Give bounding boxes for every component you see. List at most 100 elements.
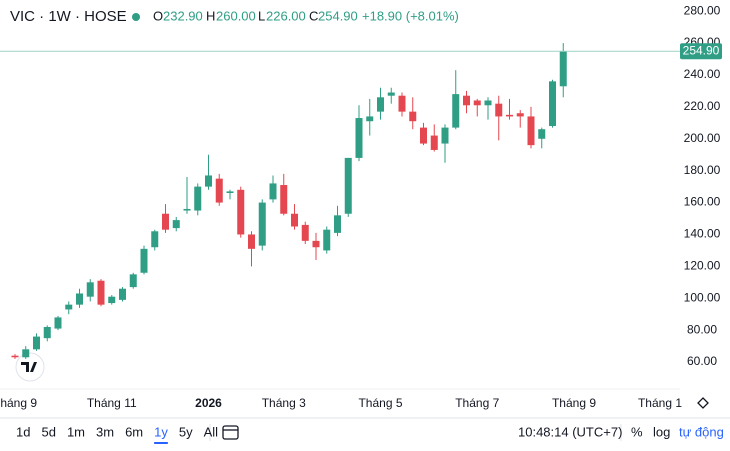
- candle-body: [280, 185, 288, 214]
- close-value: 254.90: [318, 8, 358, 23]
- range-button[interactable]: All: [204, 424, 219, 439]
- high-value: 260.00: [216, 8, 256, 23]
- y-tick-label: 140.00: [684, 227, 721, 241]
- candle-body: [420, 127, 427, 144]
- range-button[interactable]: 5y: [179, 424, 193, 439]
- candle-body: [473, 100, 481, 106]
- candle-body: [355, 118, 363, 158]
- range-button[interactable]: 3m: [96, 424, 114, 439]
- open-label: O: [153, 8, 163, 23]
- candle-body: [258, 202, 266, 246]
- candle-body: [409, 111, 417, 122]
- candle-body: [538, 129, 546, 139]
- candle-body: [301, 224, 309, 241]
- candle-body: [65, 304, 73, 310]
- range-button[interactable]: 6m: [125, 424, 143, 439]
- y-tick-label: 240.00: [684, 67, 721, 81]
- range-button[interactable]: 1y: [154, 424, 168, 439]
- candle-body: [312, 240, 320, 248]
- percent-toggle[interactable]: %: [631, 424, 643, 439]
- range-button[interactable]: 5d: [41, 424, 55, 439]
- y-tick-label: 100.00: [684, 290, 721, 304]
- candle-body: [205, 175, 212, 187]
- candle-body: [140, 248, 148, 273]
- candle-body: [33, 336, 40, 350]
- change: +18.90 (+8.01%): [362, 8, 459, 23]
- low-label: L: [258, 8, 265, 23]
- settings-icon[interactable]: [697, 397, 709, 409]
- y-tick-label: 200.00: [684, 131, 721, 145]
- auto-toggle[interactable]: tự động: [679, 424, 724, 439]
- logo: [15, 352, 45, 382]
- candle-body: [441, 127, 449, 144]
- candle-body: [215, 178, 223, 203]
- candle-body: [97, 280, 105, 305]
- open-value: 232.90: [163, 8, 203, 23]
- candle-body: [86, 282, 94, 297]
- status-dot: [132, 13, 140, 21]
- candle-body: [43, 326, 51, 339]
- log-toggle[interactable]: log: [653, 424, 670, 439]
- candle-body: [248, 234, 255, 249]
- candle-body: [183, 208, 191, 211]
- candle-body: [54, 317, 62, 329]
- y-tick-label: 180.00: [684, 163, 721, 177]
- symbol: VIC · 1W · HOSE: [10, 8, 127, 25]
- candle-body: [226, 191, 234, 193]
- x-tick-label: Tháng 5: [358, 396, 402, 410]
- y-tick-label: 280.00: [684, 3, 721, 17]
- x-tick-label: Tháng 3: [262, 396, 306, 410]
- candle-body: [463, 95, 470, 106]
- candle-body: [162, 213, 169, 230]
- range-button[interactable]: 1m: [67, 424, 85, 439]
- x-tick-label: Tháng 7: [455, 396, 499, 410]
- candle-body: [484, 100, 492, 106]
- candle-body: [119, 288, 126, 300]
- candle-body: [334, 215, 341, 233]
- candle-body: [452, 94, 460, 128]
- candle-body: [430, 135, 438, 150]
- y-tick-label: 120.00: [684, 259, 721, 273]
- candle-body: [76, 293, 83, 305]
- candle-body: [549, 81, 556, 127]
- range-button[interactable]: 1d: [16, 424, 30, 439]
- candle-body: [151, 231, 159, 248]
- candle-body: [377, 97, 384, 112]
- candle-body: [269, 183, 277, 200]
- candle-body: [527, 116, 535, 146]
- candle-body: [237, 189, 245, 235]
- candle-body: [559, 51, 567, 87]
- y-tick-label: 160.00: [684, 195, 721, 209]
- clock: 10:48:14 (UTC+7): [518, 424, 622, 439]
- candle-body: [506, 114, 513, 117]
- candle-body: [387, 92, 395, 96]
- candle-body: [11, 355, 19, 358]
- candle-body: [129, 274, 137, 288]
- high-label: H: [206, 8, 215, 23]
- candle-body: [516, 113, 524, 117]
- x-tick-label: Tháng 9: [552, 396, 596, 410]
- candle-body: [172, 220, 180, 229]
- candle-body: [194, 186, 202, 211]
- candle-body: [323, 229, 331, 251]
- x-tick-label: Tháng 1: [638, 396, 682, 410]
- last-price-tag: [680, 43, 722, 60]
- x-tick-label: 2026: [195, 396, 222, 410]
- low-value: 226.00: [266, 8, 306, 23]
- candle-body: [22, 349, 30, 358]
- candle-body: [366, 116, 374, 122]
- y-tick-label: 60.00: [687, 354, 717, 368]
- candle-body: [291, 213, 298, 227]
- close-label: C: [309, 8, 318, 23]
- x-tick-label: Tháng 11: [87, 396, 137, 410]
- candle-body: [495, 103, 503, 117]
- y-tick-label: 80.00: [687, 322, 717, 336]
- candle-body: [108, 296, 116, 304]
- candle-body: [344, 157, 352, 214]
- candle-body: [398, 95, 406, 112]
- calendar-icon[interactable]: [222, 425, 239, 440]
- header: VIC · 1W · HOSE O 232.90 H 260.00 L 226.…: [10, 8, 459, 25]
- last-price-label: 254.90: [683, 43, 720, 57]
